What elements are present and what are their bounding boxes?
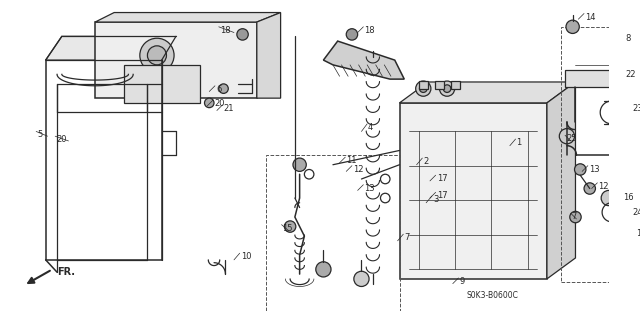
Circle shape — [219, 84, 228, 93]
Bar — [435, 81, 444, 89]
Text: 9: 9 — [460, 277, 465, 286]
Text: 18: 18 — [364, 26, 375, 35]
Circle shape — [616, 257, 630, 272]
Bar — [419, 81, 428, 89]
Text: 7: 7 — [572, 212, 577, 221]
Circle shape — [584, 183, 595, 194]
Polygon shape — [95, 12, 280, 22]
Bar — [124, 65, 200, 103]
Text: 15: 15 — [282, 224, 293, 233]
Text: 7: 7 — [404, 233, 410, 242]
Polygon shape — [95, 22, 257, 98]
Circle shape — [354, 271, 369, 286]
Bar — [399, 103, 547, 279]
Circle shape — [559, 129, 575, 144]
Text: 4: 4 — [368, 123, 373, 132]
Circle shape — [147, 46, 166, 65]
Text: 5: 5 — [37, 130, 42, 139]
Text: 18: 18 — [220, 26, 230, 35]
Bar — [565, 70, 618, 87]
Text: 10: 10 — [241, 252, 251, 261]
Text: 21: 21 — [223, 104, 234, 113]
Circle shape — [601, 190, 616, 206]
Circle shape — [440, 81, 454, 96]
Text: 25: 25 — [566, 134, 577, 143]
Text: 20: 20 — [214, 99, 225, 108]
Circle shape — [570, 211, 581, 223]
Bar — [561, 27, 632, 282]
Text: 22: 22 — [625, 70, 636, 78]
Polygon shape — [399, 82, 575, 103]
Circle shape — [205, 98, 214, 108]
Text: 24: 24 — [632, 209, 640, 218]
Circle shape — [415, 81, 431, 96]
Text: S0K3-B0600C: S0K3-B0600C — [467, 291, 518, 300]
Text: 8: 8 — [625, 34, 630, 43]
Text: 20: 20 — [56, 135, 67, 144]
Text: 16: 16 — [623, 193, 634, 202]
Text: 6: 6 — [216, 85, 221, 94]
Bar — [266, 155, 399, 312]
Text: 14: 14 — [585, 12, 595, 22]
Text: 12: 12 — [598, 182, 609, 191]
Circle shape — [419, 85, 427, 93]
Polygon shape — [547, 82, 575, 279]
Text: 19: 19 — [636, 229, 640, 238]
Polygon shape — [323, 41, 404, 79]
Text: 12: 12 — [353, 165, 364, 174]
Text: 3: 3 — [433, 195, 438, 204]
Circle shape — [346, 29, 358, 40]
Text: 17: 17 — [436, 174, 447, 183]
Circle shape — [140, 38, 174, 72]
Circle shape — [566, 20, 579, 33]
Bar — [451, 81, 460, 89]
Circle shape — [316, 262, 331, 277]
Text: 17: 17 — [436, 191, 447, 200]
Circle shape — [444, 85, 451, 93]
Polygon shape — [45, 36, 176, 60]
Text: 13: 13 — [589, 165, 600, 174]
Text: 11: 11 — [346, 156, 356, 165]
Text: 13: 13 — [364, 184, 375, 193]
Circle shape — [237, 29, 248, 40]
Circle shape — [575, 164, 586, 175]
Text: 23: 23 — [632, 104, 640, 113]
Text: FR.: FR. — [57, 267, 75, 277]
Polygon shape — [257, 12, 280, 98]
Text: 2: 2 — [423, 157, 429, 166]
Circle shape — [284, 221, 296, 232]
Circle shape — [293, 158, 307, 171]
Text: 1: 1 — [516, 138, 522, 147]
